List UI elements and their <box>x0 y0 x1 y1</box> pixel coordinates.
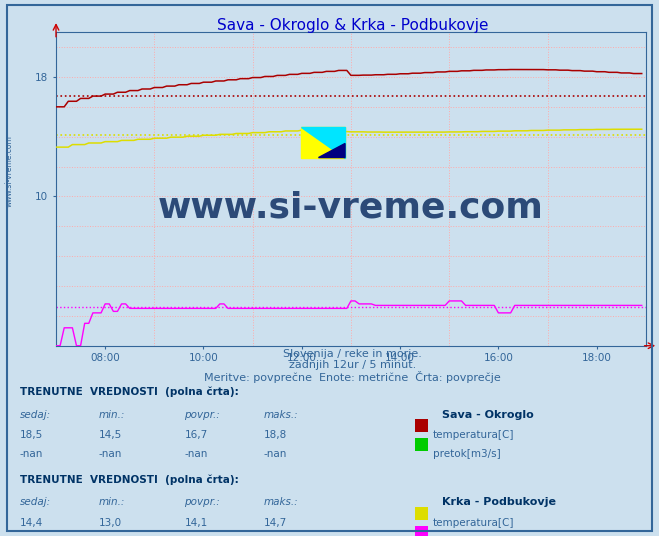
Text: sedaj:: sedaj: <box>20 497 51 508</box>
Text: www.si-vreme.com: www.si-vreme.com <box>5 136 14 207</box>
Text: Meritve: povprečne  Enote: metrične  Črta: povprečje: Meritve: povprečne Enote: metrične Črta:… <box>204 371 501 383</box>
Text: -nan: -nan <box>20 449 43 459</box>
Text: 14,5: 14,5 <box>99 430 122 440</box>
Text: 18,5: 18,5 <box>20 430 43 440</box>
Text: Sava - Okroglo: Sava - Okroglo <box>442 410 533 420</box>
Bar <box>301 127 345 158</box>
Text: 16,7: 16,7 <box>185 430 208 440</box>
Text: -nan: -nan <box>264 449 287 459</box>
Text: 14,1: 14,1 <box>185 518 208 528</box>
Text: www.si-vreme.com: www.si-vreme.com <box>158 191 544 225</box>
Text: pretok[m3/s]: pretok[m3/s] <box>433 449 501 459</box>
Text: povpr.:: povpr.: <box>185 410 220 420</box>
Text: povpr.:: povpr.: <box>185 497 220 508</box>
Text: Slovenija / reke in morje.: Slovenija / reke in morje. <box>283 349 422 360</box>
Text: Krka - Podbukovje: Krka - Podbukovje <box>442 497 556 508</box>
Polygon shape <box>318 144 345 158</box>
Text: Sava - Okroglo & Krka - Podbukovje: Sava - Okroglo & Krka - Podbukovje <box>217 18 488 33</box>
Text: maks.:: maks.: <box>264 410 299 420</box>
Text: 13,0: 13,0 <box>99 518 122 528</box>
Text: -nan: -nan <box>185 449 208 459</box>
Text: TRENUTNE  VREDNOSTI  (polna črta):: TRENUTNE VREDNOSTI (polna črta): <box>20 387 239 398</box>
Text: 18,8: 18,8 <box>264 430 287 440</box>
Text: maks.:: maks.: <box>264 497 299 508</box>
Text: temperatura[C]: temperatura[C] <box>433 518 515 528</box>
Text: 14,7: 14,7 <box>264 518 287 528</box>
Polygon shape <box>301 127 345 158</box>
Text: sedaj:: sedaj: <box>20 410 51 420</box>
Text: min.:: min.: <box>99 497 125 508</box>
Text: TRENUTNE  VREDNOSTI  (polna črta):: TRENUTNE VREDNOSTI (polna črta): <box>20 475 239 486</box>
Text: 14,4: 14,4 <box>20 518 43 528</box>
Text: temperatura[C]: temperatura[C] <box>433 430 515 440</box>
Text: min.:: min.: <box>99 410 125 420</box>
Text: -nan: -nan <box>99 449 122 459</box>
Text: zadnjih 12ur / 5 minut.: zadnjih 12ur / 5 minut. <box>289 360 416 370</box>
